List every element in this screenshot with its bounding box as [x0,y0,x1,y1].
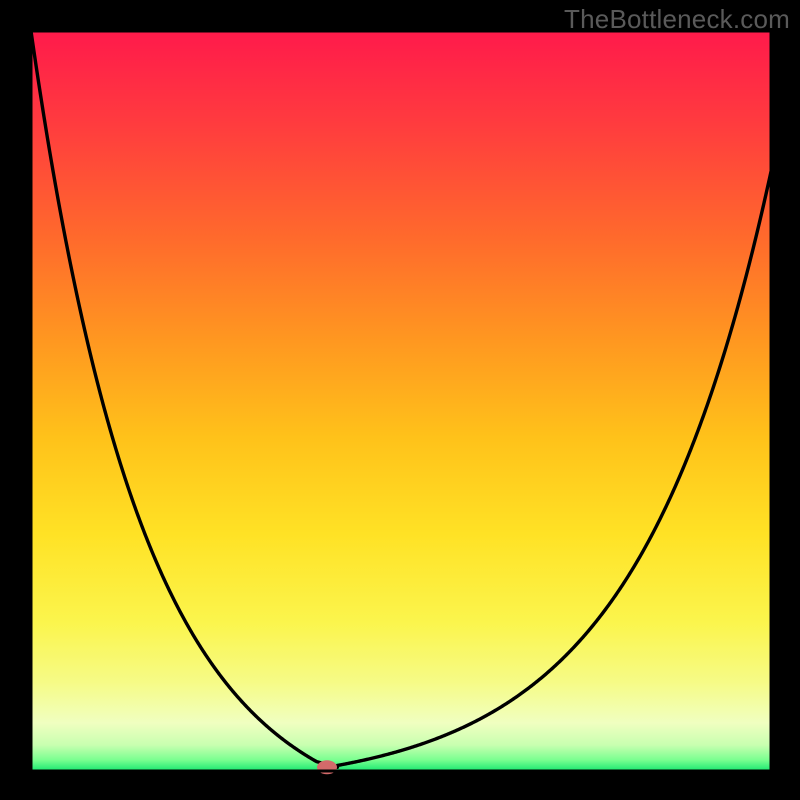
plot-area [31,31,771,771]
watermark-text: TheBottleneck.com [564,4,790,35]
chart-svg [0,0,800,800]
bottleneck-chart: TheBottleneck.com [0,0,800,800]
